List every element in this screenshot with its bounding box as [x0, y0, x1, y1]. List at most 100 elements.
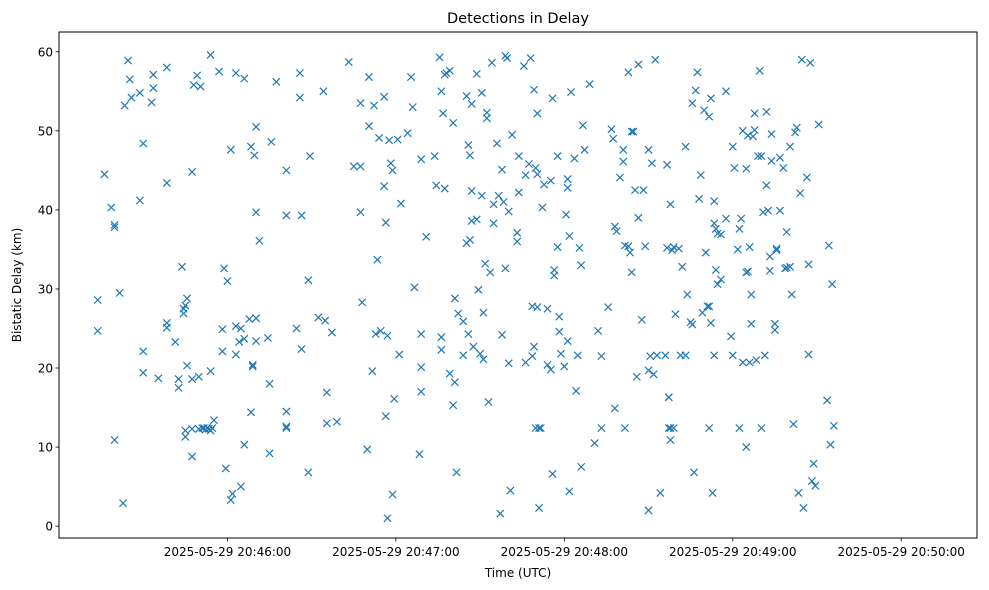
data-point-marker: [528, 352, 537, 361]
data-point-marker: [393, 135, 402, 144]
data-point-marker: [236, 482, 245, 491]
data-point-marker: [482, 114, 491, 123]
data-point-marker: [454, 309, 463, 318]
data-point-marker: [610, 222, 619, 231]
data-point-marker: [620, 424, 629, 433]
data-point-marker: [118, 499, 128, 508]
data-point-marker: [110, 435, 119, 444]
data-point-marker: [332, 417, 341, 426]
data-point-marker: [181, 432, 190, 441]
data-point-marker: [380, 92, 389, 101]
data-point-marker: [459, 351, 468, 360]
data-point-marker: [135, 88, 144, 97]
data-point-marker: [410, 283, 419, 292]
data-point-marker: [356, 208, 365, 217]
data-point-marker: [381, 412, 390, 421]
data-point-marker: [711, 265, 720, 275]
data-point-marker: [737, 214, 746, 223]
data-point-marker: [791, 128, 800, 137]
data-point-marker: [417, 387, 426, 396]
data-point-marker: [695, 194, 704, 203]
data-point-marker: [376, 326, 385, 335]
data-point-marker: [563, 183, 572, 192]
data-point-marker: [597, 424, 606, 433]
data-point-marker: [765, 266, 774, 275]
data-point-marker: [472, 69, 481, 78]
data-point-marker: [563, 175, 572, 184]
data-point-marker: [570, 154, 579, 163]
data-point-marker: [248, 362, 257, 371]
data-point-marker: [189, 80, 198, 89]
data-point-marker: [220, 264, 229, 273]
data-point-marker: [162, 323, 171, 332]
data-point-marker: [462, 92, 471, 101]
data-point-marker: [556, 349, 565, 358]
data-point-marker: [647, 159, 656, 168]
data-point-marker: [634, 60, 643, 69]
data-point-marker: [757, 152, 766, 161]
y-tick-label: 60: [38, 45, 53, 59]
data-point-marker: [625, 248, 635, 257]
data-point-marker: [363, 445, 372, 454]
data-point-marker: [747, 319, 756, 328]
data-point-marker: [344, 58, 353, 67]
data-point-marker: [529, 85, 539, 94]
data-point-marker: [319, 87, 328, 96]
data-point-marker: [124, 56, 133, 65]
data-point-marker: [809, 459, 818, 468]
data-points: [93, 50, 838, 523]
data-point-marker: [646, 352, 655, 361]
data-point-marker: [578, 121, 587, 130]
data-point-marker: [814, 120, 823, 129]
data-point-marker: [226, 496, 235, 505]
data-point-marker: [681, 142, 690, 151]
data-point-marker: [644, 506, 653, 515]
data-point-marker: [218, 325, 227, 334]
data-point-marker: [445, 369, 454, 378]
data-point-marker: [430, 152, 439, 161]
data-point-marker: [459, 317, 468, 326]
data-point-marker: [497, 330, 507, 339]
data-point-marker: [386, 159, 395, 168]
data-point-marker: [476, 349, 485, 358]
data-point-marker: [765, 252, 774, 261]
data-point-marker: [252, 337, 261, 346]
data-point-marker: [221, 464, 230, 473]
data-point-marker: [683, 290, 692, 299]
data-point-marker: [503, 54, 512, 63]
data-point-marker: [716, 275, 725, 284]
data-point-marker: [701, 248, 710, 257]
data-point-marker: [371, 329, 380, 339]
data-point-marker: [632, 372, 641, 381]
data-point-marker: [295, 93, 304, 102]
data-point-marker: [417, 329, 426, 339]
data-point-marker: [477, 191, 486, 200]
data-point-marker: [550, 265, 559, 275]
data-point-marker: [304, 468, 313, 477]
data-point-marker: [710, 351, 719, 360]
data-point-marker: [590, 439, 599, 448]
x-tick-label: 2025-05-29 20:49:00: [669, 545, 796, 559]
data-point-marker: [322, 419, 331, 428]
data-point-marker: [139, 347, 148, 356]
data-point-marker: [629, 127, 638, 136]
data-point-marker: [472, 215, 481, 224]
data-point-marker: [531, 163, 540, 173]
x-tick-label: 2025-05-29 20:46:00: [164, 545, 291, 559]
data-point-marker: [797, 55, 806, 64]
data-point-marker: [246, 408, 256, 417]
data-point-marker: [713, 280, 722, 289]
data-point-marker: [565, 231, 574, 241]
data-point-marker: [555, 327, 564, 336]
data-point-marker: [789, 420, 798, 429]
data-point-marker: [548, 94, 557, 103]
data-point-marker: [439, 109, 448, 118]
data-point-marker: [671, 310, 680, 319]
data-point-marker: [477, 88, 486, 97]
data-point-marker: [149, 70, 158, 79]
data-point-marker: [407, 73, 416, 82]
data-point-marker: [395, 350, 404, 359]
data-point-marker: [110, 223, 119, 232]
data-point-marker: [560, 362, 569, 371]
